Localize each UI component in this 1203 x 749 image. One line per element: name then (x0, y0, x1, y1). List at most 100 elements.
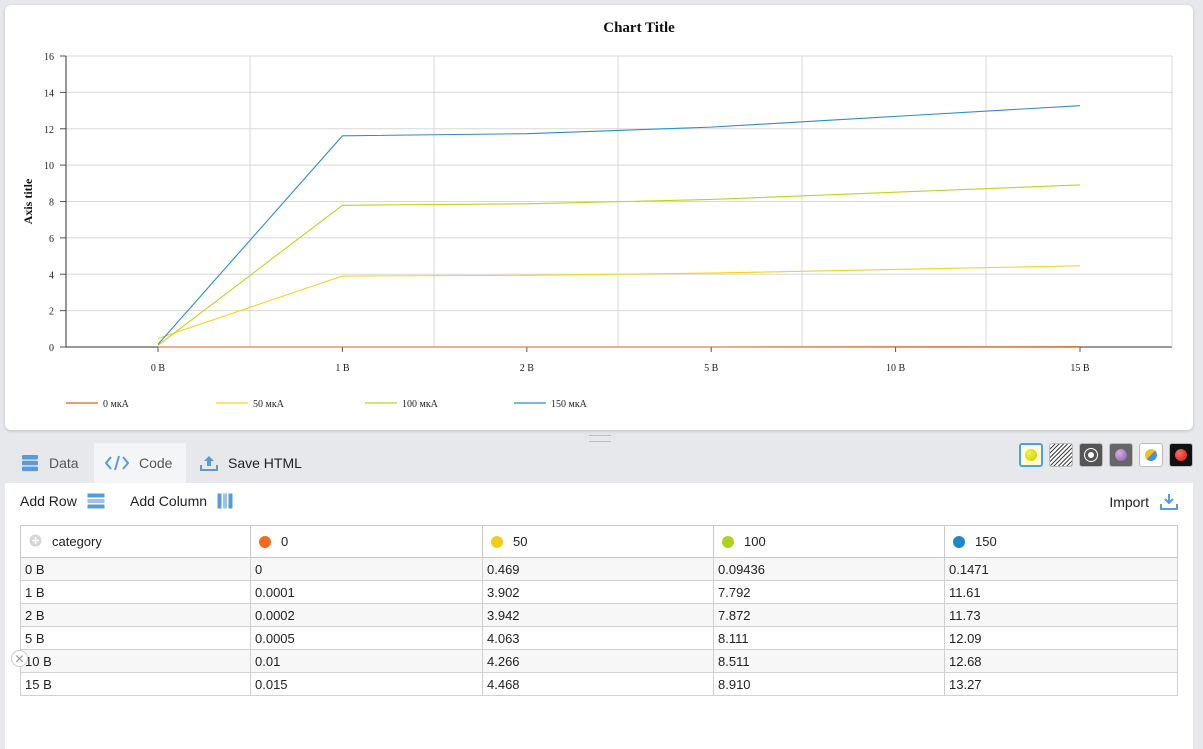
x-tick-label: 0 В (151, 363, 166, 374)
series-line (157, 184, 1081, 346)
table-cell[interactable]: 0.0002 (250, 603, 483, 627)
add-column-button[interactable]: Add Column (130, 493, 235, 509)
series-color-dot[interactable] (722, 535, 734, 548)
legend-label: 0 мкА (103, 399, 130, 410)
legend-label: 50 мкА (253, 399, 285, 410)
series-line (157, 105, 1081, 345)
column-header-series[interactable]: 100 (713, 525, 945, 558)
series-line (157, 265, 1081, 339)
upload-icon (200, 454, 218, 472)
theme-dark-button[interactable] (1079, 443, 1103, 467)
x-tick-label: 1 В (335, 363, 350, 374)
table-cell[interactable]: 0.1471 (944, 557, 1178, 581)
tab-code-label: Code (139, 455, 173, 471)
save-html-button[interactable]: Save HTML (200, 443, 302, 483)
add-column-label: Add Column (130, 493, 208, 509)
import-button[interactable]: Import (1109, 493, 1179, 511)
table-cell[interactable]: 1 В (20, 580, 251, 604)
table-cell[interactable]: 13.27 (944, 672, 1178, 696)
series-color-dot[interactable] (259, 535, 271, 548)
table-cell[interactable]: 2 В (20, 603, 251, 627)
table-cell[interactable]: 11.73 (944, 603, 1178, 627)
table-cell[interactable]: 8.910 (713, 672, 945, 696)
database-icon (21, 454, 39, 472)
column-header-label: category (52, 534, 102, 549)
table-cell[interactable]: 0.0005 (250, 626, 483, 650)
table-cell[interactable]: 8.511 (713, 649, 945, 673)
table-cell[interactable]: 10 В (20, 649, 251, 673)
line-chart: Chart Title 0 2 4 6 8 10 12 14 16 0 В 1 В 2 В 5 В 10 В… (21, 20, 1173, 410)
table-cell[interactable]: 3.942 (482, 603, 714, 627)
theme-swatch-icon (1115, 449, 1127, 461)
table-cell[interactable]: 0.015 (250, 672, 483, 696)
table-cell[interactable]: 7.792 (713, 580, 945, 604)
theme-yellow-blue-button[interactable] (1139, 443, 1163, 467)
add-row-icon (87, 493, 105, 509)
table-cell[interactable]: 0 (250, 557, 483, 581)
add-circle-icon[interactable] (29, 534, 42, 550)
table-cell[interactable]: 5 В (20, 626, 251, 650)
column-header-label: 0 (281, 534, 289, 549)
table-cell[interactable]: 12.68 (944, 649, 1178, 673)
y-tick-label: 0 (49, 343, 54, 354)
legend-label: 100 мкА (402, 399, 439, 410)
y-tick-label: 16 (44, 52, 54, 63)
theme-swatch-icon (1084, 448, 1098, 462)
table-header-row: category 0 50 (20, 525, 1178, 558)
table-cell[interactable]: 0.09436 (713, 557, 945, 581)
table-cell[interactable]: 0.01 (250, 649, 483, 673)
code-icon (105, 455, 129, 471)
download-icon (1159, 493, 1179, 511)
add-column-icon (217, 493, 235, 509)
table-cell[interactable]: 12.09 (944, 626, 1178, 650)
theme-purple-button[interactable] (1109, 443, 1133, 467)
legend-label: 150 мкА (551, 399, 588, 410)
delete-row-icon[interactable]: ✕ (11, 650, 28, 667)
table-cell[interactable]: 0 В (20, 557, 251, 581)
chart-title: Chart Title (603, 20, 675, 36)
column-header-category[interactable]: category (20, 525, 251, 558)
add-row-button[interactable]: Add Row (20, 493, 105, 509)
x-tick-label: 5 В (704, 363, 719, 374)
panel-resize-handle[interactable] (589, 435, 611, 442)
column-header-label: 150 (975, 534, 997, 549)
tab-data-label: Data (49, 455, 79, 471)
tab-data[interactable]: Data (5, 443, 94, 483)
chart-panel: Chart Title 0 2 4 6 8 10 12 14 16 0 В 1 В 2 В 5 В 10 В… (5, 5, 1193, 430)
table-row: 10 В 0.01 4.266 8.511 12.68 (20, 649, 1178, 673)
table-cell[interactable]: 3.902 (482, 580, 714, 604)
theme-pattern-button[interactable] (1049, 443, 1073, 467)
column-header-label: 100 (744, 534, 766, 549)
table-cell[interactable]: 15 В (20, 672, 251, 696)
theme-default-button[interactable] (1019, 443, 1043, 467)
theme-swatch-icon (1025, 449, 1037, 461)
series-color-dot[interactable] (491, 535, 503, 548)
table-cell[interactable]: 8.111 (713, 626, 945, 650)
table-cell[interactable]: 7.872 (713, 603, 945, 627)
theme-swatch-icon (1175, 449, 1187, 461)
y-axis-title: Axis title (21, 178, 35, 224)
table-cell[interactable]: 4.266 (482, 649, 714, 673)
table-cell[interactable]: 0.469 (482, 557, 714, 581)
column-header-series[interactable]: 50 (482, 525, 714, 558)
table-cell[interactable]: 11.61 (944, 580, 1178, 604)
column-header-series[interactable]: 150 (944, 525, 1178, 558)
table-row: 1 В 0.0001 3.902 7.792 11.61 (20, 580, 1178, 604)
y-tick-label: 12 (44, 125, 54, 136)
table-row: 0 В 0 0.469 0.09436 0.1471 (20, 557, 1178, 581)
y-tick-label: 10 (44, 161, 54, 172)
table-cell[interactable]: 0.0001 (250, 580, 483, 604)
table-cell[interactable]: 4.063 (482, 626, 714, 650)
theme-red-button[interactable] (1169, 443, 1193, 467)
y-tick-label: 4 (49, 270, 54, 281)
y-tick-label: 8 (49, 198, 54, 209)
data-panel: Add Row Add Column Import (5, 483, 1193, 749)
data-table: category 0 50 (20, 525, 1178, 696)
column-header-series[interactable]: 0 (250, 525, 483, 558)
series-color-dot[interactable] (953, 535, 965, 548)
table-cell[interactable]: 4.468 (482, 672, 714, 696)
tab-code[interactable]: Code (94, 443, 186, 483)
table-row: 5 В 0.0005 4.063 8.111 12.09 (20, 626, 1178, 650)
y-tick-label: 2 (49, 307, 54, 318)
add-row-label: Add Row (20, 493, 77, 509)
